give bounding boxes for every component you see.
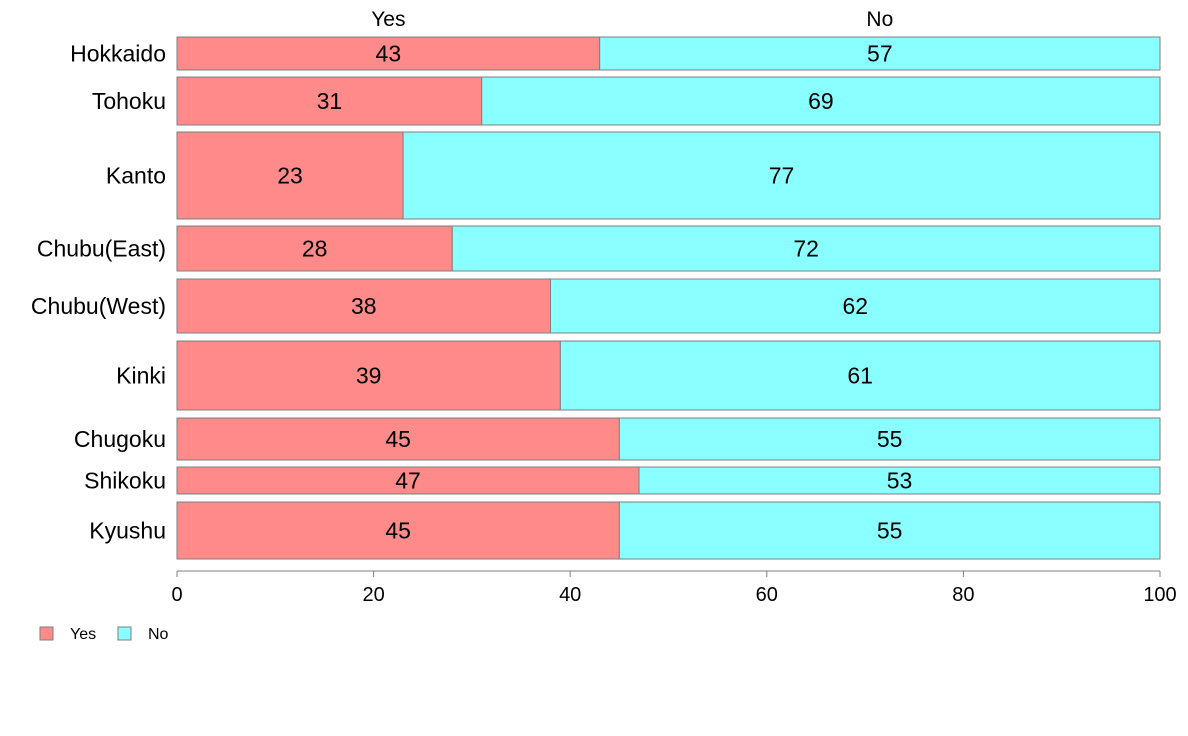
- data-label: 38: [351, 293, 377, 319]
- data-label: 57: [867, 41, 893, 67]
- row-label: Kinki: [116, 363, 166, 389]
- bar-no-kinki: [559, 340, 1161, 411]
- x-tick-label: 80: [952, 584, 974, 606]
- x-tick-label: 20: [362, 584, 384, 606]
- bar-no-kyushu: [618, 501, 1161, 560]
- data-label: 53: [887, 468, 913, 494]
- data-label: 23: [277, 163, 303, 189]
- data-label: 77: [769, 163, 795, 189]
- data-label: 31: [317, 88, 343, 114]
- row-label: Chubu(West): [31, 293, 166, 319]
- bar-yes-kanto: [176, 131, 404, 220]
- row-label: Chubu(East): [37, 236, 166, 262]
- row-label: Tohoku: [92, 88, 166, 114]
- data-label: 72: [793, 236, 819, 262]
- bars: 43 57 31 69 23 77 28 72 38 62 39 61 45 55 47 53 45 55: [176, 36, 1161, 560]
- row-label: Hokkaido: [70, 41, 166, 67]
- bar-yes-kyushu: [176, 501, 620, 560]
- legend-label-no: No: [148, 626, 169, 643]
- legend: Yes No: [39, 626, 169, 643]
- bar-yes-chubu-west-: [176, 278, 552, 334]
- bar-no-chubu-east-: [451, 225, 1161, 272]
- bar-yes-chubu-east-: [176, 225, 453, 272]
- legend-swatch-yes: [39, 626, 54, 641]
- legend-label-yes: Yes: [70, 626, 96, 643]
- x-tick-label: 40: [559, 584, 581, 606]
- x-tick-label: 60: [756, 584, 778, 606]
- bar-no-tohoku: [481, 76, 1161, 126]
- row-labels: Hokkaido Tohoku Kanto Chubu(East) Chubu(West…: [31, 41, 166, 544]
- x-axis: 0 20 40 60 80 100: [171, 570, 1177, 606]
- legend-swatch-no: [117, 626, 132, 641]
- data-label: 69: [808, 88, 834, 114]
- data-label: 62: [842, 293, 868, 319]
- bar-no-hokkaido: [599, 36, 1161, 71]
- bar-yes-chugoku: [176, 417, 620, 461]
- bar-yes-hokkaido: [176, 36, 601, 71]
- column-label-yes: Yes: [371, 8, 405, 31]
- data-label: 39: [356, 363, 382, 389]
- x-tick-label: 0: [171, 584, 182, 606]
- data-label: 28: [302, 236, 328, 262]
- data-label: 45: [385, 426, 411, 452]
- column-label-no: No: [866, 8, 893, 31]
- row-label: Chugoku: [74, 426, 166, 452]
- x-tick-label: 100: [1143, 584, 1176, 606]
- data-label: 55: [877, 426, 903, 452]
- data-label: 45: [385, 518, 411, 544]
- bar-yes-tohoku: [176, 76, 483, 126]
- bar-no-chubu-west-: [550, 278, 1161, 334]
- data-label: 43: [376, 41, 402, 67]
- bar-no-shikoku: [638, 466, 1161, 495]
- data-label: 61: [847, 363, 873, 389]
- row-label: Kanto: [106, 163, 166, 189]
- column-labels: Yes No: [371, 8, 893, 31]
- data-label: 55: [877, 518, 903, 544]
- bar-no-kanto: [402, 131, 1161, 220]
- data-label: 47: [395, 468, 421, 494]
- bar-no-chugoku: [618, 417, 1161, 461]
- row-label: Shikoku: [84, 468, 166, 494]
- row-label: Kyushu: [89, 518, 166, 544]
